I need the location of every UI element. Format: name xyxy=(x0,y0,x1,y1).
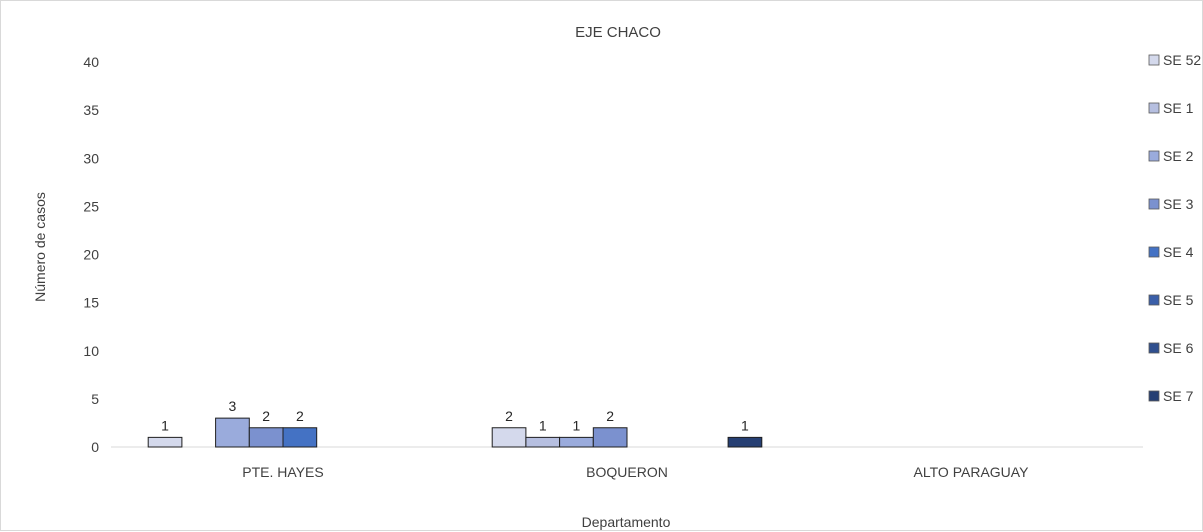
bar-data-label: 1 xyxy=(573,417,581,433)
bar xyxy=(215,417,250,448)
x-tick-label: PTE. HAYES xyxy=(242,464,323,480)
legend-swatch xyxy=(1148,342,1160,354)
legend-swatch xyxy=(1148,390,1160,402)
legend-label: SE 6 xyxy=(1163,340,1194,356)
legend-swatch xyxy=(1148,150,1160,162)
bar xyxy=(525,436,561,448)
chart-title: EJE CHACO xyxy=(575,24,661,41)
bar xyxy=(248,427,284,448)
legend-swatch xyxy=(1148,198,1160,210)
y-tick-label: 15 xyxy=(83,295,99,311)
legend-label: SE 2 xyxy=(1163,148,1194,164)
legend-label: SE 7 xyxy=(1163,388,1194,404)
legend: SE 52 SE 1 SE 2 SE 3 SE 4 SE 5 SE 6 SE 7 xyxy=(1148,52,1201,404)
plot-area: 0 5 10 15 20 25 30 35 40 PTE. HAYES 1 3 2 2 BOQUERON 2 1… xyxy=(83,54,1143,480)
y-tick-label: 35 xyxy=(83,102,99,118)
legend-swatch xyxy=(1148,246,1160,258)
y-axis-label: Número de casos xyxy=(32,192,48,302)
bar-data-label: 2 xyxy=(296,408,304,424)
bar-data-label: 3 xyxy=(229,398,237,414)
bar-data-label: 2 xyxy=(505,408,513,424)
legend-label: SE 1 xyxy=(1163,100,1194,116)
bar-data-label: 2 xyxy=(262,408,270,424)
y-tick-label: 10 xyxy=(83,343,99,359)
legend-swatch xyxy=(1148,294,1160,306)
y-tick-label: 25 xyxy=(83,198,99,214)
bar-data-label: 1 xyxy=(741,417,749,433)
y-tick-label: 20 xyxy=(83,247,99,263)
x-tick-label: BOQUERON xyxy=(586,464,668,480)
legend-swatch xyxy=(1148,54,1160,66)
legend-label: SE 52 xyxy=(1163,52,1201,68)
legend-swatch xyxy=(1148,102,1160,114)
bar-data-label: 2 xyxy=(606,408,614,424)
y-tick-label: 5 xyxy=(91,391,99,407)
x-axis-label: Departamento xyxy=(582,514,671,530)
bar xyxy=(727,436,763,448)
bar xyxy=(592,427,628,448)
y-tick-label: 40 xyxy=(83,54,99,70)
bar xyxy=(559,436,594,448)
bar xyxy=(147,436,183,448)
x-tick-label: ALTO PARAGUAY xyxy=(914,464,1030,480)
y-tick-label: 0 xyxy=(91,439,99,455)
y-tick-label: 30 xyxy=(83,150,99,166)
legend-label: SE 4 xyxy=(1163,244,1194,260)
legend-label: SE 5 xyxy=(1163,292,1194,308)
bar-data-label: 1 xyxy=(161,417,169,433)
bar xyxy=(491,427,527,448)
bar-data-label: 1 xyxy=(539,417,547,433)
bar xyxy=(282,427,318,448)
legend-label: SE 3 xyxy=(1163,196,1194,212)
